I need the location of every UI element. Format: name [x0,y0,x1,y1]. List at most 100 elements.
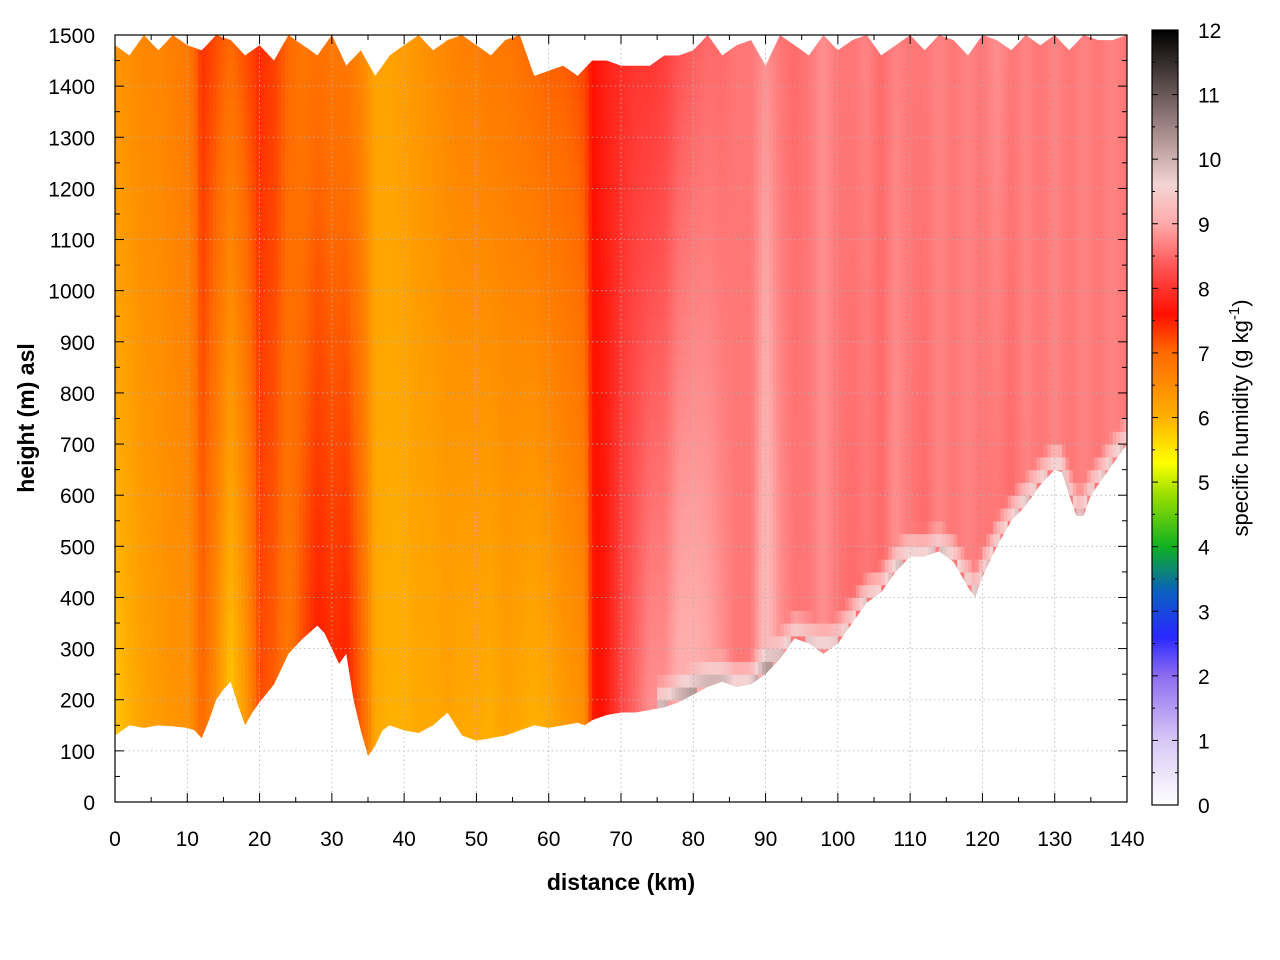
humidity-cell [354,776,358,789]
humidity-cell [310,674,315,688]
humidity-cell [216,469,221,484]
humidity-cell [281,456,286,471]
humidity-cell [274,674,279,688]
humidity-cell [241,507,246,522]
humidity-cell [349,418,355,432]
humidity-cell [354,789,358,802]
humidity-cell [165,111,170,126]
humidity-cell [277,482,282,496]
humidity-cell [360,648,365,662]
humidity-cell [252,86,257,100]
humidity-cell [255,265,261,279]
humidity-cell [404,137,409,151]
humidity-cell [118,60,123,74]
humidity-cell [190,712,196,726]
humidity-cell [368,162,373,177]
humidity-cell [190,623,196,637]
humidity-cell [208,329,214,343]
humidity-cell [263,354,268,368]
humidity-cell [306,380,311,394]
humidity-cell [129,380,134,394]
humidity-cell [400,137,405,151]
humidity-cell [245,367,250,381]
humidity-cell [404,789,408,802]
humidity-cell [404,418,409,432]
humidity-cell [136,47,141,62]
humidity-cell [310,597,315,611]
humidity-cell [313,124,318,138]
humidity-cell [161,367,167,381]
humidity-cell [151,764,155,777]
humidity-cell [205,137,210,151]
humidity-cell [404,661,409,675]
humidity-cell [219,380,225,394]
humidity-cell [212,686,217,701]
humidity-cell [292,546,297,560]
humidity-cell [205,776,209,789]
humidity-cell [324,150,329,164]
humidity-cell [393,507,398,522]
humidity-cell [122,60,127,74]
humidity-cell [274,367,279,381]
humidity-cell [227,35,232,49]
humidity-cell [205,584,210,599]
humidity-cell [346,444,351,458]
humidity-cell [281,73,286,87]
humidity-cell [154,584,159,599]
humidity-cell [393,431,398,445]
humidity-cell [346,661,351,675]
humidity-cell [183,699,188,714]
humidity-cell [396,507,402,522]
humidity-cell [263,738,268,752]
humidity-cell [122,686,127,701]
humidity-cell [284,469,290,484]
humidity-cell [118,111,123,126]
humidity-cell [313,392,318,407]
humidity-cell [368,725,373,739]
humidity-cell [393,405,398,420]
humidity-cell [396,405,402,420]
humidity-cell [302,277,308,292]
humidity-cell [393,60,398,74]
humidity-cell [205,674,210,688]
humidity-cell [223,329,228,343]
humidity-cell [302,520,308,535]
humidity-cell [281,60,286,74]
humidity-cell [194,469,199,484]
humidity-cell [378,623,384,637]
humidity-cell [302,712,308,726]
humidity-cell [176,738,181,752]
humidity-cell [125,239,131,253]
humidity-cell [158,712,163,726]
humidity-cell [386,431,391,445]
humidity-cell [230,546,235,560]
humidity-cell [310,559,315,573]
humidity-cell [136,623,141,637]
humidity-cell [255,686,261,701]
humidity-cell [140,789,144,802]
humidity-cell [140,226,145,241]
humidity-cell [234,776,238,789]
humidity-cell [133,674,138,688]
humidity-cell [292,239,297,253]
humidity-cell [313,316,318,330]
humidity-cell [299,661,304,675]
humidity-cell [234,764,238,777]
humidity-cell [223,610,228,624]
humidity-cell [154,35,159,49]
humidity-cell [404,111,409,126]
humidity-cell [386,354,391,368]
humidity-cell [216,150,221,164]
humidity-cell [259,495,264,509]
humidity-cell [208,584,214,599]
humidity-cell [349,392,355,407]
humidity-cell [176,35,181,49]
humidity-cell [176,764,180,777]
humidity-cell [125,124,131,138]
humidity-cell [396,213,402,228]
humidity-cell [382,252,387,266]
humidity-cell [154,674,159,688]
humidity-cell [400,354,405,368]
humidity-cell [339,265,344,279]
humidity-cell [321,201,326,215]
